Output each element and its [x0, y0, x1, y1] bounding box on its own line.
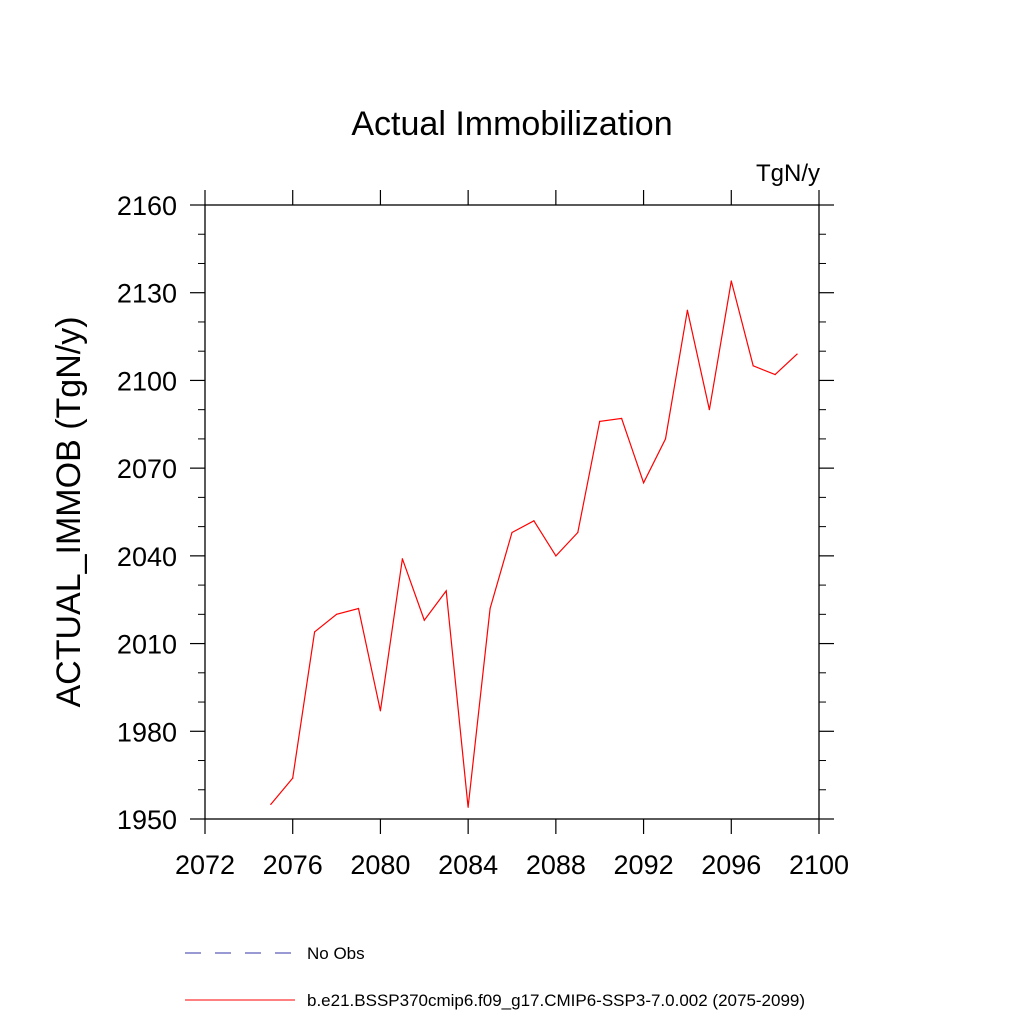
- data-point-2082: [423, 619, 425, 621]
- data-point-2076: [292, 777, 294, 779]
- data-point-2087: [533, 520, 535, 522]
- legend-label-no-obs: No Obs: [307, 944, 365, 963]
- x-tick-label-2080: 2080: [350, 850, 410, 880]
- legend-label-model: b.e21.BSSP370cmip6.f09_g17.CMIP6-SSP3-7.…: [307, 991, 805, 1010]
- data-point-2091: [621, 417, 623, 420]
- data-point-2093: [664, 438, 667, 440]
- data-point-2079: [357, 607, 360, 610]
- y-tick-label-2130: 2130: [117, 279, 177, 309]
- x-tick-label-2076: 2076: [263, 850, 323, 880]
- data-point-2078: [335, 613, 338, 615]
- legend: No Obs b.e21.BSSP370cmip6.f09_g17.CMIP6-…: [185, 944, 805, 1010]
- data-point-2098: [774, 373, 776, 376]
- units-label: TgN/y: [756, 160, 820, 187]
- x-tick-label-2092: 2092: [614, 850, 674, 880]
- data-point-2083: [445, 590, 447, 592]
- y-tick-label-1950: 1950: [117, 805, 177, 835]
- data-point-2097: [752, 365, 754, 367]
- data-point-2085: [489, 607, 491, 610]
- data-point-2095: [708, 409, 710, 411]
- y-tick-label-2010: 2010: [117, 630, 177, 660]
- data-point-2086: [511, 531, 513, 534]
- data-point-2089: [577, 531, 579, 534]
- plot-frame: [204, 204, 820, 820]
- data-point-2092: [642, 482, 645, 484]
- y-tick-label-1980: 1980: [117, 717, 177, 747]
- data-point-2088: [555, 555, 557, 557]
- chart-title: Actual Immobilization: [351, 105, 672, 143]
- series-line-0: [270, 280, 798, 808]
- data-point-2090: [599, 420, 601, 422]
- y-tick-label-2070: 2070: [117, 454, 177, 484]
- data-point-2096: [730, 280, 732, 282]
- data-point-2077: [314, 631, 316, 633]
- data-point-2094: [686, 309, 689, 311]
- y-tick-label-2100: 2100: [117, 366, 177, 396]
- x-tick-label-2084: 2084: [438, 850, 498, 880]
- x-tick-label-2088: 2088: [526, 850, 586, 880]
- data-point-2075: [270, 803, 272, 805]
- data-point-2084: [467, 806, 469, 808]
- y-tick-label-2040: 2040: [117, 542, 177, 572]
- x-tick-label-2096: 2096: [701, 850, 761, 880]
- data-point-2099: [796, 353, 798, 355]
- data-point-2081: [401, 558, 403, 560]
- x-tick-label-2100: 2100: [789, 850, 849, 880]
- plot-area: 2072 2076 2080 2084 2088 2092 2096 2100 1950 1980…: [117, 190, 849, 880]
- x-tick-label-2072: 2072: [175, 850, 235, 880]
- y-tick-label-2160: 2160: [117, 191, 177, 221]
- y-axis-label: ACTUAL_IMMOB (TgN/y): [50, 316, 88, 707]
- data-point-2080: [379, 710, 382, 712]
